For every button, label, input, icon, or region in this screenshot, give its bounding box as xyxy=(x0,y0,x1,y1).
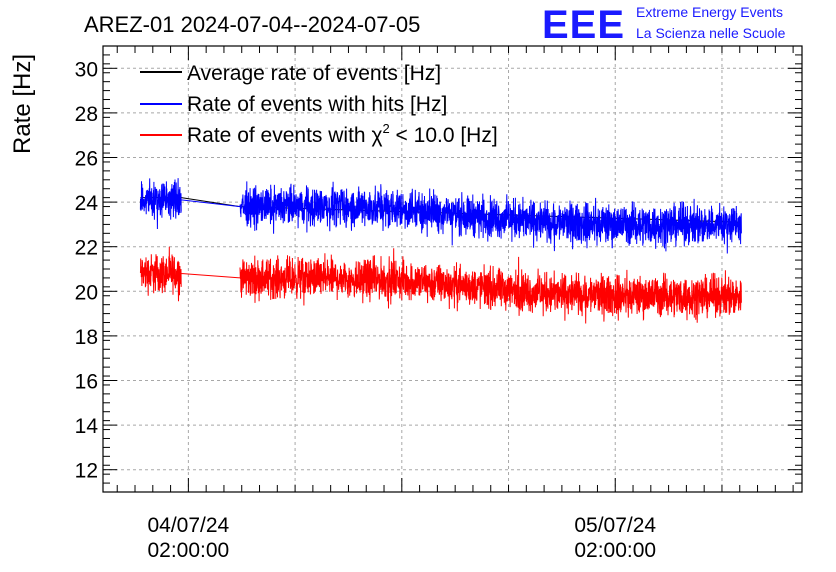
logo-line-2: La Scienza nelle Scuole xyxy=(636,25,786,41)
legend-label-chi2: Rate of events with χ2 < 10.0 [Hz] xyxy=(187,121,498,147)
chart-title: AREZ-01 2024-07-04--2024-07-05 xyxy=(84,12,420,37)
y-tick-label: 20 xyxy=(75,281,98,304)
legend-label-average: Average rate of events [Hz] xyxy=(187,62,441,85)
logo-line-1: Extreme Energy Events xyxy=(636,4,783,20)
axes: 1214161820222426283004/07/2402:00:0005/0… xyxy=(75,45,802,562)
legend-label-hits: Rate of events with hits [Hz] xyxy=(187,93,447,116)
x-tick-label-date: 04/07/24 xyxy=(147,514,229,537)
y-tick-label: 26 xyxy=(75,148,98,171)
legend-chi2-symbol: χ xyxy=(371,124,382,147)
y-tick-label: 24 xyxy=(75,192,99,215)
x-tick-label-time: 02:00:00 xyxy=(147,539,229,562)
y-tick-label: 30 xyxy=(75,58,98,81)
y-tick-label: 16 xyxy=(75,371,98,394)
y-tick-label: 12 xyxy=(75,460,98,483)
x-tick-label-time: 02:00:00 xyxy=(574,539,656,562)
series-line-ff0000 xyxy=(139,246,742,324)
legend-chi2-superscript: 2 xyxy=(382,121,389,136)
y-tick-label: 14 xyxy=(75,415,99,438)
series-line-0000ff xyxy=(139,178,742,254)
y-axis-label: Rate [Hz] xyxy=(9,54,36,154)
eee-logo: EEE xyxy=(542,3,625,47)
plot-frame xyxy=(102,45,803,493)
series-layer xyxy=(139,178,742,324)
y-tick-label: 28 xyxy=(75,103,98,126)
y-tick-label: 18 xyxy=(75,326,98,349)
legend: Average rate of events [Hz] Rate of even… xyxy=(140,62,498,147)
y-tick-label: 22 xyxy=(75,237,98,260)
legend-chi2-suffix: < 10.0 [Hz] xyxy=(390,124,498,147)
legend-chi2-prefix: Rate of events with xyxy=(187,124,371,147)
x-tick-label-date: 05/07/24 xyxy=(574,514,656,537)
